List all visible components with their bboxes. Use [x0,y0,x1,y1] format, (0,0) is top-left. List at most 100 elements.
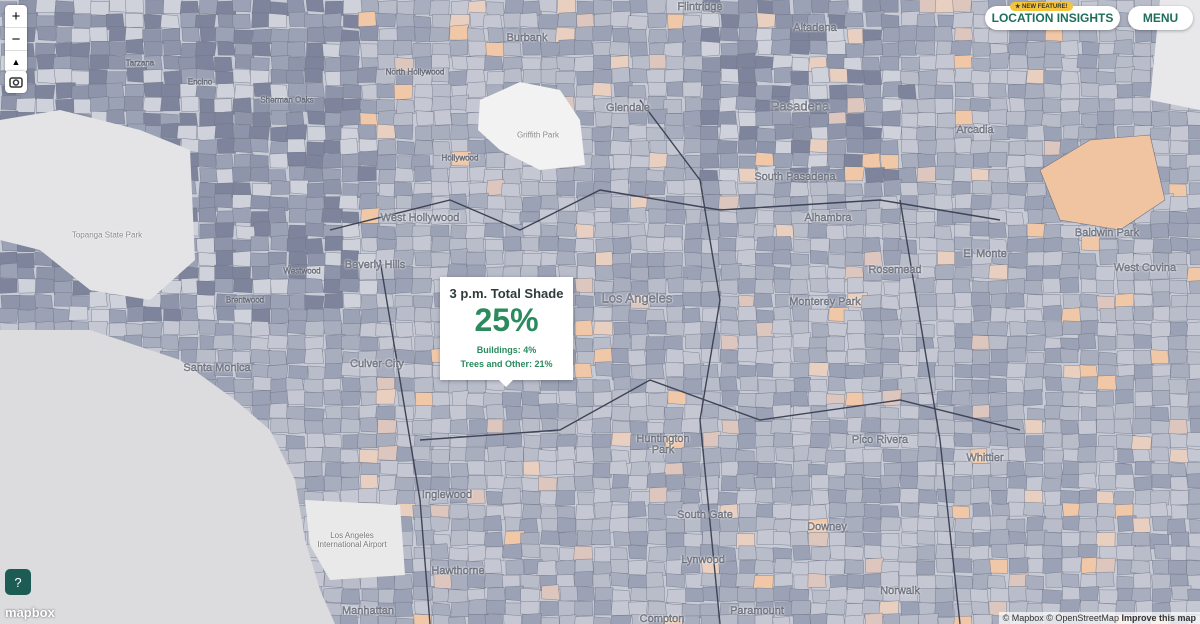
tract [791,112,811,128]
tract [898,25,919,42]
tract [864,612,883,624]
tract [738,545,758,560]
tract [197,153,217,168]
tract [592,82,612,97]
tract [414,165,434,183]
compass[interactable]: ▲ [11,57,21,67]
tract [393,181,413,198]
tract [645,405,665,421]
zoom-in[interactable]: + [5,5,27,28]
tract [738,26,758,43]
tract [504,0,525,14]
tract [934,587,955,604]
tract [395,322,414,338]
tract [788,264,811,282]
tract [411,445,431,461]
tract [539,601,559,617]
tract [936,321,956,337]
tract [880,348,901,363]
tract [557,238,577,254]
tract [1042,98,1062,113]
tract [414,336,435,352]
tract [719,96,739,113]
tract [609,140,631,155]
tract [306,432,326,449]
tract [198,207,218,223]
mapbox-logo[interactable]: mapbox [5,605,55,620]
tract [1113,109,1133,126]
tract [898,39,917,56]
tract [793,0,813,14]
zoom-out[interactable]: − [5,28,27,51]
tract [520,573,541,589]
tract [1005,292,1025,308]
tract [683,178,703,195]
tract [919,0,938,13]
tract [719,573,740,588]
tract [376,195,395,211]
tract [251,0,272,15]
tract [1098,475,1117,490]
help-button[interactable]: ? [5,569,31,595]
tract [556,559,576,577]
tract [917,575,938,590]
tract [951,180,971,196]
tract [143,112,162,128]
tract [358,192,379,210]
tract [450,601,471,618]
tract [483,515,503,531]
tract [415,529,435,546]
tract [195,68,215,84]
tract [270,234,290,251]
tract [916,530,936,545]
tract [594,221,614,238]
tract [739,559,759,575]
tract [558,600,577,617]
tract [917,139,938,156]
tract [918,418,938,434]
tract [628,544,647,560]
tract [703,447,722,464]
tract [610,112,632,128]
tract [307,110,328,125]
tract [35,0,57,13]
place-label: Compton [639,613,685,624]
screenshot-button[interactable] [5,71,27,93]
menu-button[interactable]: MENU [1128,6,1193,30]
tract [717,237,737,253]
tract [1133,476,1153,492]
tract [323,389,342,405]
place-label: Alhambra [804,212,852,224]
tract [591,433,612,449]
tract [1006,70,1028,85]
tract [882,364,902,379]
tract [683,68,703,84]
tract [775,224,794,240]
tract [1061,556,1082,573]
tract [971,364,992,379]
tract [951,505,971,521]
tract [213,98,233,114]
tract [628,207,647,223]
tract [540,530,560,545]
tract [0,278,18,294]
tract [359,25,379,42]
improve-link[interactable]: Improve this map [1121,613,1196,623]
tract [413,614,432,624]
tract [934,0,955,14]
tract [447,589,469,604]
tract [717,491,739,507]
tract [1168,306,1188,322]
tract [483,460,503,476]
tract [629,181,649,197]
tract [684,96,704,113]
tract [647,503,667,520]
tract [1185,153,1200,169]
tract [217,137,236,154]
tract [232,124,252,139]
tract [757,209,776,224]
tract [1023,280,1043,295]
tract [611,432,632,447]
tract [1188,532,1200,549]
tract [1152,238,1173,253]
